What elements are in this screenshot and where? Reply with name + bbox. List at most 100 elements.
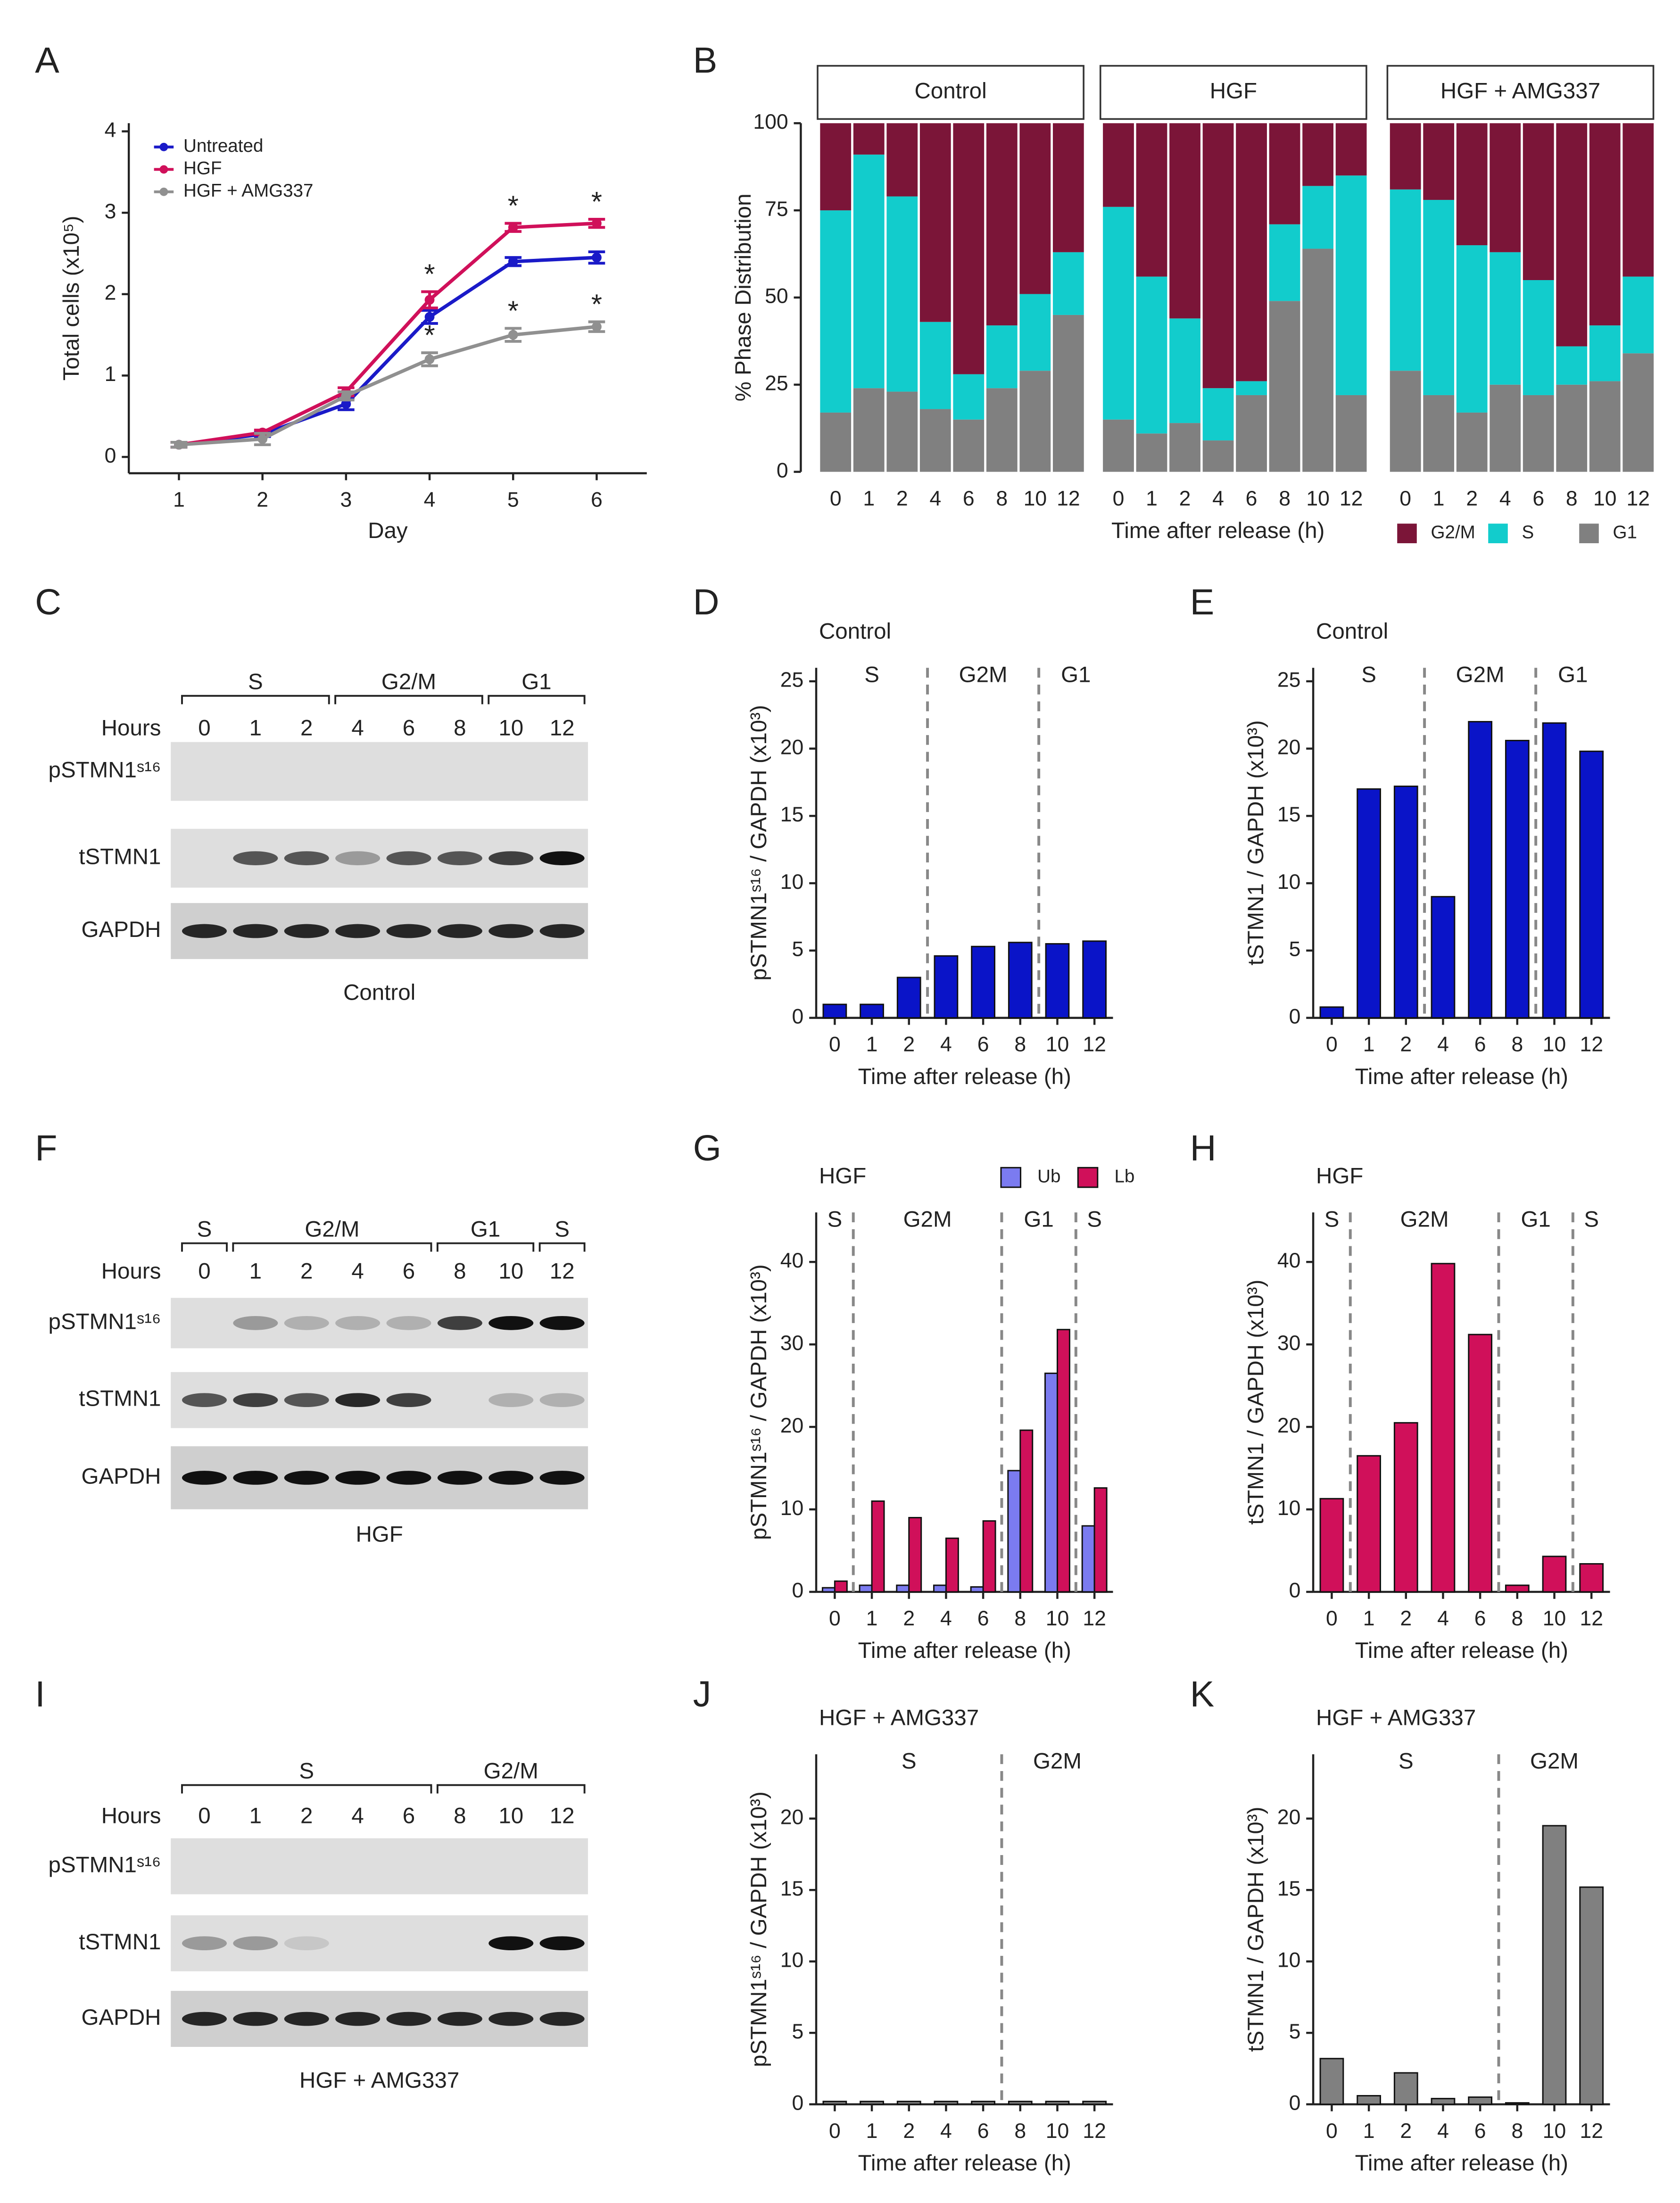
panel-letter: E	[1190, 582, 1214, 622]
y-tick-label: 25	[765, 372, 788, 395]
bar-segment	[1423, 395, 1455, 472]
bar-segment	[1269, 123, 1300, 224]
x-tick-label: 10	[1593, 487, 1617, 510]
point	[424, 354, 435, 364]
y-tick-label: 4	[105, 118, 116, 141]
y-tick-label: 50	[765, 285, 788, 308]
hour-label: 2	[300, 1259, 313, 1284]
point	[257, 434, 268, 444]
hour-label: 4	[351, 1259, 364, 1284]
x-tick-label: 1	[866, 2120, 878, 2143]
x-tick-label: 4	[424, 489, 436, 512]
row-label: tSTMN1	[79, 1930, 161, 1955]
facet-header	[817, 65, 1084, 120]
x-tick-label: 2	[1400, 1033, 1412, 1056]
blot-band	[539, 1393, 585, 1408]
x-tick-label: 1	[866, 1607, 878, 1630]
bar-segment	[1622, 276, 1654, 354]
x-tick-label: 0	[830, 487, 842, 510]
bar	[1082, 940, 1107, 1019]
point	[174, 439, 184, 450]
group-bracket	[488, 695, 586, 704]
bar	[1468, 2096, 1493, 2105]
y-tick-label: 15	[1277, 803, 1301, 826]
bar-segment	[1490, 252, 1521, 385]
bar	[822, 1003, 847, 1019]
blot-strip	[171, 742, 588, 801]
bar-segment	[1019, 371, 1051, 472]
bar	[1468, 721, 1493, 1019]
x-tick-label: 12	[1627, 487, 1650, 510]
facet-header	[1386, 65, 1655, 120]
row-label: pSTMN1ˢ¹⁶	[49, 758, 161, 783]
blot-band	[539, 2012, 585, 2026]
subtitle: HGF	[1316, 1164, 1363, 1189]
point	[424, 312, 435, 322]
region-label: S	[1324, 1207, 1340, 1232]
legend-label: HGF	[183, 158, 222, 178]
bar-segment	[1523, 395, 1554, 472]
bar-segment	[1335, 175, 1367, 395]
y-tick-label: 5	[1289, 2020, 1301, 2043]
bar	[1082, 2101, 1107, 2105]
blot-band	[539, 1316, 585, 1330]
blot-band	[284, 1471, 329, 1485]
bar	[1579, 1886, 1604, 2105]
panel-letter: D	[693, 582, 720, 622]
blot-band	[284, 2012, 329, 2026]
bar	[1357, 1455, 1381, 1593]
subtitle: Control	[819, 619, 891, 644]
panel-letter: H	[1190, 1128, 1217, 1168]
y-tick-label: 100	[753, 110, 788, 133]
bar-segment	[1236, 381, 1267, 395]
bar	[1431, 896, 1456, 1019]
y-tick-label: 25	[1277, 669, 1301, 692]
blot-band	[488, 851, 534, 865]
bar-segment	[1103, 123, 1134, 207]
blot-band	[335, 1393, 381, 1408]
bar	[1319, 2058, 1344, 2105]
x-tick-label: 1	[866, 1033, 878, 1056]
x-tick-label: 10	[1543, 1607, 1566, 1630]
blot-band	[488, 1393, 534, 1408]
point	[592, 218, 602, 229]
bar-segment	[1269, 301, 1300, 472]
x-tick-label: 4	[940, 1607, 952, 1630]
bar	[896, 2101, 921, 2105]
facet-title: HGF + AMG337	[1440, 79, 1600, 104]
x-tick-label: 4	[1437, 1607, 1449, 1630]
legend-label: Lb	[1114, 1166, 1134, 1186]
hour-label: 1	[249, 1804, 262, 1829]
row-label: pSTMN1ˢ¹⁶	[49, 1309, 161, 1334]
bar	[821, 1587, 836, 1593]
x-tick-label: 1	[1363, 1033, 1375, 1056]
bar	[1056, 1329, 1070, 1593]
hour-label: 2	[300, 715, 313, 740]
y-tick-label: 5	[1289, 938, 1301, 961]
y-tick-label: 40	[1277, 1249, 1301, 1272]
bar-segment	[1335, 123, 1367, 176]
bar	[860, 2101, 884, 2105]
blot-band	[488, 2012, 534, 2026]
y-axis-label: tSTMN1 / GAPDH (x10³)	[1243, 1807, 1268, 2052]
blot-band	[182, 2012, 227, 2026]
bar-segment	[1019, 123, 1051, 294]
point	[508, 330, 518, 340]
x-tick-label: 10	[1046, 1033, 1069, 1056]
blot-band	[539, 1936, 585, 1951]
significance-mark: *	[591, 186, 602, 217]
x-tick-label: 2	[1466, 487, 1478, 510]
x-tick-label: 0	[829, 2120, 841, 2143]
blot-band	[335, 1316, 381, 1330]
blot-band	[335, 924, 381, 938]
x-tick-label: 4	[1437, 2120, 1449, 2143]
blot-band	[539, 851, 585, 865]
panel-letter: J	[693, 1674, 712, 1714]
panel-letter: G	[693, 1128, 721, 1168]
hour-label: 1	[249, 715, 262, 740]
blot-band	[284, 851, 329, 865]
significance-mark: *	[424, 258, 435, 290]
x-tick-label: 12	[1083, 2120, 1106, 2143]
blot-caption: HGF + AMG337	[299, 2068, 459, 2093]
x-tick-label: 6	[977, 2120, 989, 2143]
